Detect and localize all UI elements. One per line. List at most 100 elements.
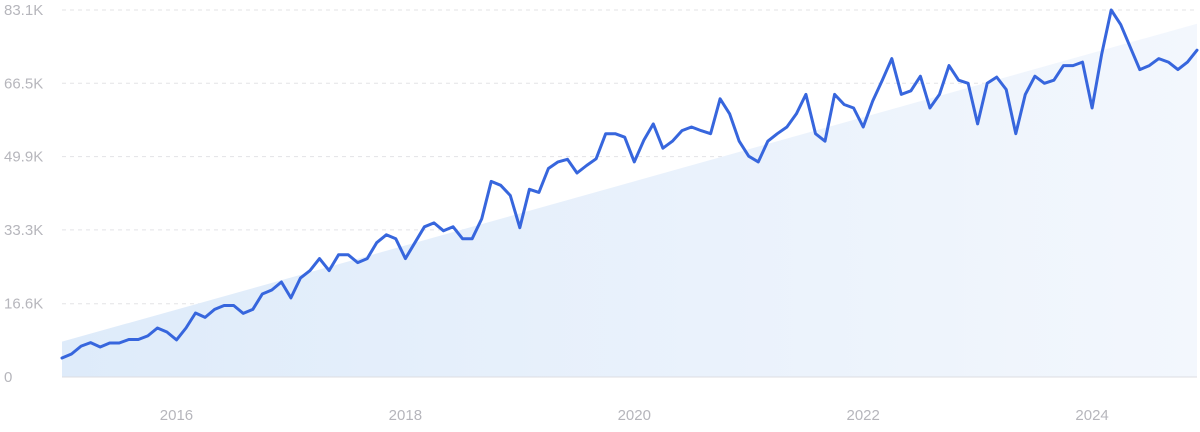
y-tick-label: 33.3K: [4, 222, 43, 239]
data-point: [261, 293, 264, 296]
series-line: [60, 8, 1199, 360]
data-point: [471, 237, 474, 240]
data-point: [928, 107, 931, 110]
data-point: [995, 76, 998, 79]
data-point: [824, 140, 827, 143]
y-tick-label: 49.9K: [4, 149, 43, 166]
data-point: [156, 327, 159, 330]
data-point: [576, 172, 579, 175]
data-point: [871, 100, 874, 103]
data-point: [328, 269, 331, 272]
data-point: [804, 93, 807, 96]
data-point: [127, 338, 130, 341]
data-point: [1176, 68, 1179, 71]
data-point: [165, 331, 168, 334]
data-point: [585, 164, 588, 167]
data-point: [547, 167, 550, 170]
data-point: [1138, 68, 1141, 71]
data-point: [747, 155, 750, 158]
data-point: [1091, 107, 1094, 110]
data-point: [518, 226, 521, 229]
data-point: [1033, 75, 1036, 78]
data-point: [652, 122, 655, 125]
x-tick-label: 2016: [160, 407, 193, 424]
x-tick-label: 2022: [846, 407, 879, 424]
data-point: [452, 225, 455, 228]
data-point: [1129, 46, 1132, 49]
data-point: [595, 157, 598, 160]
data-point: [862, 126, 865, 129]
data-point: [890, 57, 893, 60]
data-point: [852, 107, 855, 110]
data-point: [795, 112, 798, 115]
x-tick-label: 2018: [389, 407, 422, 424]
data-point: [623, 136, 626, 139]
data-point: [385, 233, 388, 236]
data-point: [661, 147, 664, 150]
data-point: [1148, 64, 1151, 67]
data-point: [356, 261, 359, 264]
data-point: [604, 132, 607, 135]
data-point: [614, 132, 617, 135]
data-point: [919, 75, 922, 78]
data-point: [175, 338, 178, 341]
data-point: [137, 338, 140, 341]
data-point: [957, 79, 960, 82]
data-point: [89, 341, 92, 344]
data-point: [776, 132, 779, 135]
data-point: [337, 253, 340, 256]
data-point: [700, 129, 703, 132]
data-point: [728, 112, 731, 115]
data-point: [108, 342, 111, 345]
data-point: [80, 345, 83, 348]
data-point: [1072, 64, 1075, 67]
data-point: [690, 126, 693, 129]
data-point: [566, 158, 569, 161]
data-point: [480, 217, 483, 220]
data-point: [194, 312, 197, 315]
data-point: [204, 316, 207, 319]
data-point: [413, 241, 416, 244]
y-tick-label: 83.1K: [4, 2, 43, 19]
data-point: [633, 160, 636, 163]
data-point: [309, 269, 312, 272]
data-point: [1081, 61, 1084, 64]
data-point: [1119, 23, 1122, 26]
data-point: [814, 132, 817, 135]
data-point: [757, 160, 760, 163]
data-point: [719, 97, 722, 100]
data-point: [938, 93, 941, 96]
data-point: [375, 241, 378, 244]
data-point: [223, 304, 226, 307]
data-point: [1186, 61, 1189, 64]
data-point: [948, 64, 951, 67]
data-point: [833, 93, 836, 96]
data-point: [442, 229, 445, 232]
data-point: [213, 308, 216, 311]
data-point: [557, 160, 560, 163]
data-point: [528, 188, 531, 191]
data-point: [976, 122, 979, 125]
data-point: [709, 132, 712, 135]
data-point: [461, 237, 464, 240]
data-point: [490, 180, 493, 183]
data-point: [232, 304, 235, 307]
data-point: [967, 82, 970, 85]
y-tick-label: 16.6K: [4, 296, 43, 313]
data-point: [280, 281, 283, 284]
data-point: [681, 129, 684, 132]
data-point: [766, 140, 769, 143]
data-point: [251, 308, 254, 311]
data-point: [1005, 88, 1008, 91]
data-point: [299, 277, 302, 280]
data-point: [900, 93, 903, 96]
data-point: [671, 140, 674, 143]
data-point: [404, 257, 407, 260]
data-point: [433, 221, 436, 224]
data-point: [1014, 132, 1017, 135]
data-point: [1157, 57, 1160, 60]
data-point: [1196, 49, 1199, 52]
data-point: [537, 191, 540, 194]
